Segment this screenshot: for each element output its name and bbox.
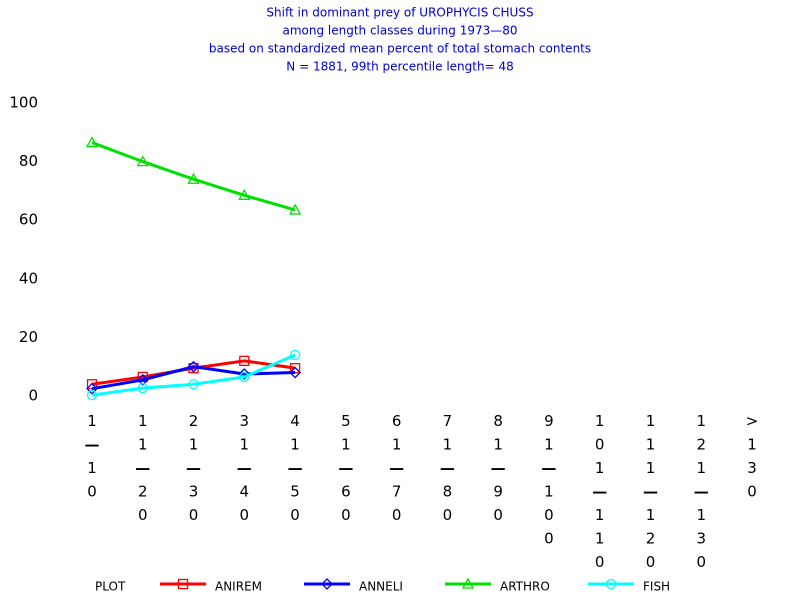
marker <box>239 371 250 383</box>
y-tick-label: 20 <box>19 328 38 346</box>
chart-title: among length classes during 1973—80 <box>282 24 517 38</box>
y-tick-label: 60 <box>19 211 38 229</box>
marker <box>136 373 149 386</box>
y-tick-label: 100 <box>9 94 38 112</box>
y-tick-label: 80 <box>19 152 38 170</box>
x-tick-label: 6 1—7 0 <box>389 412 404 524</box>
legend-label: FISH <box>643 580 670 594</box>
x-tick-label: 1 1—2 0 <box>135 412 150 524</box>
x-tick-label: 8 1—9 0 <box>491 412 506 524</box>
legend-label: ANNELI <box>359 580 403 594</box>
x-tick-label: 3 1—4 0 <box>237 412 252 524</box>
marker <box>289 366 301 379</box>
marker <box>321 578 333 590</box>
legend-label: ANIREM <box>215 580 262 594</box>
series-line <box>91 141 296 212</box>
legend-label: ARTHRO <box>500 580 550 594</box>
x-tick-label: 1 0 1—1 1 0 <box>592 412 607 571</box>
marker <box>605 578 617 590</box>
marker <box>187 360 200 373</box>
x-tick-label: 5 1—6 0 <box>338 412 353 524</box>
legend-title: PLOT <box>95 580 126 594</box>
marker <box>188 379 199 390</box>
x-tick-label: >1 3 0 <box>746 412 759 501</box>
y-tick-label: 40 <box>19 269 38 287</box>
marker <box>187 172 200 184</box>
marker <box>137 371 148 383</box>
series-line <box>91 365 296 391</box>
marker <box>137 382 148 394</box>
y-tick-label: 0 <box>28 387 38 405</box>
marker <box>85 136 99 148</box>
x-tick-label: 4 1—5 0 <box>288 412 303 524</box>
series-line <box>91 353 296 397</box>
marker <box>461 577 475 589</box>
marker <box>238 188 251 200</box>
x-tick-label: 7 1—8 0 <box>440 412 455 524</box>
marker <box>239 355 250 366</box>
chart-title: based on standardized mean percent of to… <box>209 42 591 56</box>
marker <box>86 379 98 390</box>
marker <box>238 368 251 380</box>
marker <box>177 578 189 590</box>
x-tick-label: 2 1—3 0 <box>186 412 201 524</box>
x-tick-label: 1 2 1—1 3 0 <box>694 412 709 571</box>
chart-title: Shift in dominant prey of UROPHYCIS CHUS… <box>266 6 533 20</box>
marker <box>86 389 98 401</box>
chart-title: N = 1881, 99th percentile length= 48 <box>286 60 513 74</box>
x-tick-label: 1—1 0 <box>85 412 100 501</box>
x-tick-label: 9 1—1 0 0 <box>541 412 556 548</box>
marker <box>136 155 149 167</box>
x-tick-label: 1 1 1—1 2 0 <box>643 412 658 571</box>
marker <box>289 349 301 361</box>
marker <box>288 203 302 215</box>
